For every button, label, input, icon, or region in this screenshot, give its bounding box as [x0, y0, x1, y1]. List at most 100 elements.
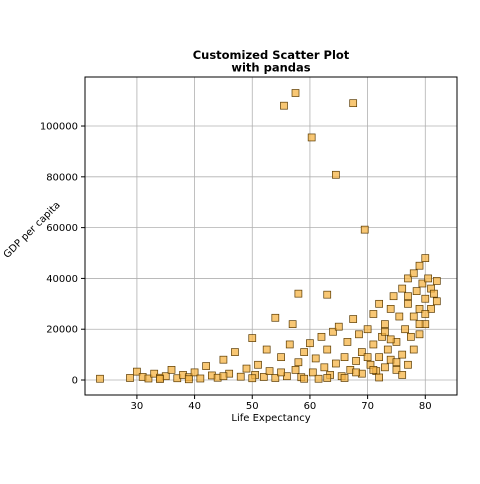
point	[334, 322, 343, 331]
point	[323, 290, 332, 299]
point	[398, 371, 407, 379]
point	[386, 305, 395, 313]
point	[381, 363, 389, 372]
y-tick-label: 0	[72, 376, 78, 387]
chart-title: Customized Scatter Plot with pandas	[193, 48, 350, 75]
point	[355, 330, 363, 339]
point	[427, 305, 435, 313]
point	[133, 367, 141, 376]
point	[363, 325, 372, 334]
point	[323, 345, 332, 354]
point	[262, 345, 271, 354]
point	[202, 362, 210, 370]
point	[300, 348, 309, 356]
point	[323, 374, 332, 382]
point	[395, 312, 404, 321]
point	[219, 372, 228, 381]
point	[415, 305, 424, 313]
point	[167, 366, 176, 374]
point	[254, 360, 262, 369]
point	[343, 338, 352, 346]
point	[156, 375, 164, 383]
point	[369, 366, 378, 374]
point	[424, 274, 433, 283]
point	[306, 339, 314, 348]
point	[401, 325, 409, 334]
point	[308, 368, 317, 377]
point	[432, 297, 441, 306]
point	[314, 374, 323, 383]
point	[421, 254, 430, 262]
point	[415, 261, 424, 270]
point	[392, 366, 401, 374]
point	[288, 320, 297, 328]
point	[409, 345, 418, 354]
point	[381, 320, 389, 328]
point	[96, 374, 104, 383]
x-tick-label: 40	[188, 401, 201, 412]
point	[126, 374, 134, 382]
point	[184, 375, 193, 384]
point	[248, 334, 257, 342]
point	[291, 89, 300, 97]
y-tick-label: 20000	[46, 325, 78, 336]
x-tick-label: 80	[419, 401, 432, 412]
point	[398, 350, 407, 359]
point	[219, 355, 228, 364]
point	[383, 345, 392, 354]
point	[421, 310, 430, 318]
x-tick-label: 50	[246, 401, 259, 412]
point	[271, 374, 280, 382]
point	[375, 299, 383, 308]
point	[415, 320, 424, 328]
point	[144, 374, 153, 383]
point	[190, 368, 199, 377]
point	[150, 369, 159, 378]
point	[389, 292, 398, 301]
point	[340, 374, 349, 382]
point	[340, 353, 349, 362]
point	[386, 335, 395, 344]
point	[375, 373, 383, 382]
point	[357, 348, 366, 356]
point	[432, 277, 441, 285]
x-tick-label: 60	[304, 401, 317, 412]
point	[277, 353, 285, 362]
point	[196, 374, 205, 383]
point	[407, 332, 415, 341]
point	[404, 292, 412, 301]
point	[398, 284, 407, 293]
point	[375, 353, 383, 362]
point	[392, 358, 401, 367]
y-tick-label: 40000	[46, 274, 78, 285]
y-tick-label: 80000	[46, 172, 78, 183]
point	[307, 133, 316, 142]
point	[363, 353, 372, 362]
point	[242, 364, 251, 373]
point	[280, 101, 288, 110]
point	[430, 289, 438, 298]
point	[265, 367, 274, 375]
point	[294, 358, 303, 367]
plot-frame	[84, 76, 458, 396]
point	[349, 315, 358, 323]
point	[369, 340, 378, 349]
point	[277, 368, 285, 377]
point	[404, 360, 412, 369]
point	[360, 225, 369, 234]
point	[352, 368, 360, 377]
x-tick-label: 70	[361, 401, 374, 412]
point	[294, 289, 303, 298]
point	[404, 299, 412, 308]
point	[271, 313, 280, 322]
point	[332, 359, 340, 368]
point	[369, 310, 378, 318]
point	[317, 332, 326, 341]
point	[329, 327, 337, 336]
point	[418, 279, 427, 288]
point	[352, 357, 360, 365]
point	[231, 348, 239, 356]
point	[320, 363, 329, 372]
point	[404, 274, 412, 283]
